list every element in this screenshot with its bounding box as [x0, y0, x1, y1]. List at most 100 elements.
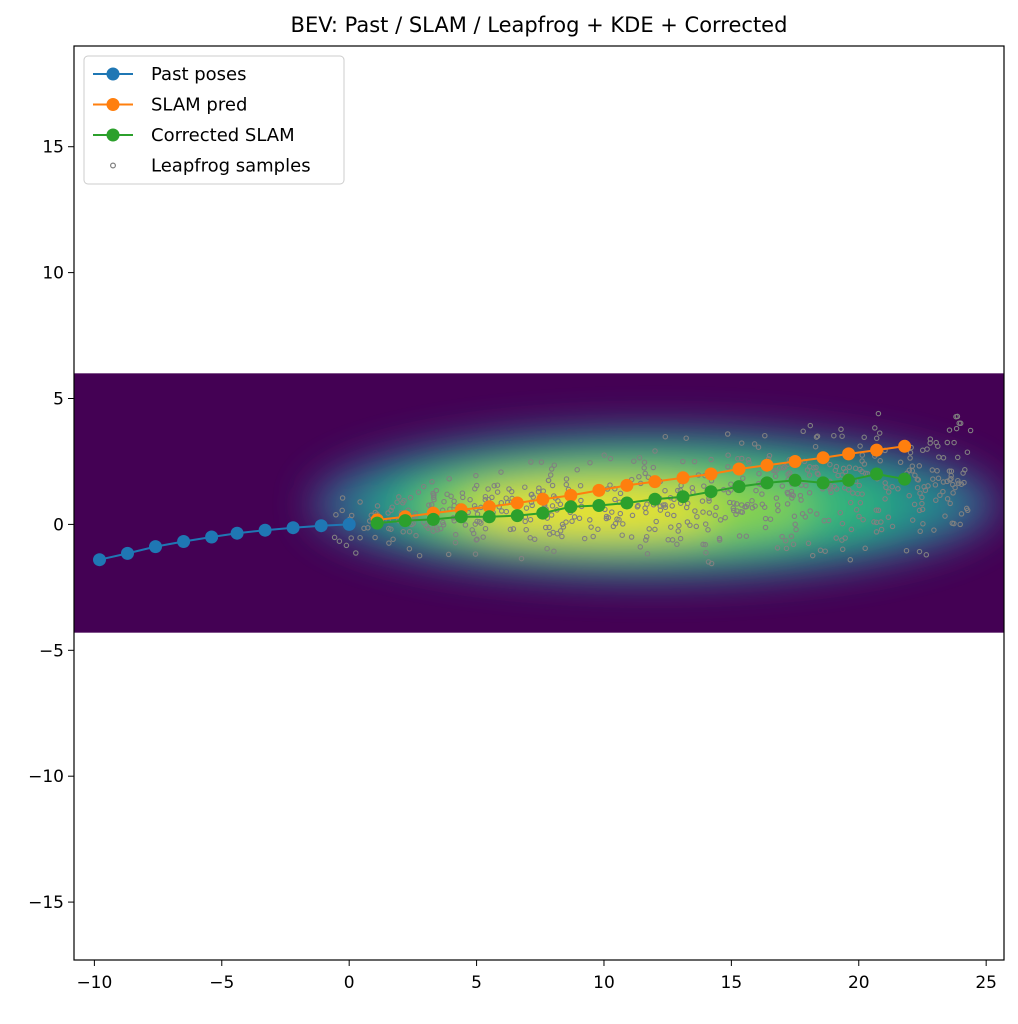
leapfrog-sample-point	[535, 489, 542, 495]
leapfrog-sample-point	[955, 480, 962, 487]
leapfrog-sample-point	[907, 449, 914, 456]
leapfrog-sample-point	[546, 531, 553, 537]
leapfrog-sample-point	[339, 495, 346, 501]
leapfrog-sample-point	[607, 455, 614, 462]
leapfrog-sample-point	[948, 468, 955, 474]
leapfrog-sample-point	[927, 436, 934, 442]
past-poses-series	[93, 517, 356, 567]
leapfrog-sample-point	[838, 426, 844, 433]
leapfrog-sample-point	[563, 481, 570, 488]
slam-pred-point	[676, 471, 690, 485]
leapfrog-sample-point	[612, 496, 618, 503]
leapfrog-sample-point	[441, 498, 447, 505]
leapfrog-sample-point	[806, 472, 813, 478]
leapfrog-sample-point	[528, 459, 534, 465]
y-axis: −15 −10 −5 0 5 10 15	[28, 138, 74, 913]
slam-pred-point	[648, 475, 662, 489]
leapfrog-sample-point	[735, 455, 741, 462]
leapfrog-sample-point	[736, 533, 743, 539]
legend-marker-swatch	[106, 98, 120, 111]
leapfrog-sample-point	[967, 427, 974, 434]
leapfrog-sample-point	[919, 494, 925, 501]
leapfrog-sample-point	[665, 537, 671, 543]
leapfrog-sample-point	[782, 537, 789, 544]
leapfrog-sample-point	[790, 541, 797, 548]
leapfrog-sample-point	[657, 507, 664, 513]
leapfrog-sample-point	[551, 548, 557, 555]
legend-marker-swatch	[109, 162, 116, 169]
leapfrog-sample-point	[802, 514, 809, 520]
corrected-slam-point	[398, 514, 412, 528]
slam-pred-point	[898, 439, 912, 453]
leapfrog-sample-point	[857, 443, 863, 449]
leapfrog-sample-point	[644, 501, 650, 507]
leapfrog-sample-point	[372, 534, 378, 541]
leapfrog-sample-point	[935, 475, 942, 482]
leapfrog-sample-point	[415, 489, 422, 495]
x-tick-label: 0	[344, 973, 355, 993]
leapfrog-sample-point	[549, 503, 556, 509]
leapfrog-sample-point	[706, 498, 712, 504]
leapfrog-sample-point	[751, 441, 758, 447]
leapfrog-sample-point	[882, 496, 888, 502]
leapfrog-sample-point	[937, 492, 943, 499]
leapfrog-sample-point	[846, 464, 853, 471]
leapfrog-sample-point	[762, 515, 769, 522]
leapfrog-sample-point	[643, 537, 649, 543]
leapfrog-sample-point	[657, 503, 663, 510]
corrected-slam-point	[620, 496, 634, 510]
slam-pred-point	[564, 488, 578, 502]
leapfrog-sample-point	[498, 508, 505, 514]
leapfrog-sample-point	[365, 525, 371, 531]
legend-label: SLAM pred	[151, 95, 247, 116]
leapfrog-sample-point	[699, 498, 706, 504]
leapfrog-sample-point	[779, 533, 785, 540]
leapfrog-sample-point	[876, 430, 883, 436]
leapfrog-sample-point	[944, 496, 951, 502]
leapfrog-sample-point	[883, 484, 889, 491]
past-poses-point	[230, 526, 244, 540]
leapfrog-sample-point	[783, 545, 790, 552]
leapfrog-sample-point	[753, 487, 759, 494]
leapfrog-sample-point	[390, 536, 396, 543]
leapfrog-sample-point	[755, 444, 762, 450]
leapfrog-sample-point	[871, 519, 877, 525]
leapfrog-sample-point	[429, 479, 435, 485]
leapfrog-sample-point	[955, 477, 961, 484]
leapfrog-sample-point	[862, 545, 868, 552]
leapfrog-sample-point	[774, 545, 781, 551]
leapfrog-sample-point	[652, 526, 658, 533]
leapfrog-sample-point	[400, 529, 406, 535]
leapfrog-sample-point	[946, 427, 953, 433]
y-tick-label: −15	[28, 893, 64, 913]
leapfrog-sample-point	[774, 502, 781, 508]
slam-pred-point	[760, 458, 774, 472]
leapfrog-sample-point	[333, 512, 339, 518]
leapfrog-sample-point	[388, 526, 394, 532]
leapfrog-sample-point	[875, 410, 882, 417]
leapfrog-sample-point	[587, 517, 593, 523]
leapfrog-sample-point	[813, 464, 819, 471]
leapfrog-sample-point	[702, 541, 709, 548]
leapfrog-sample-point	[946, 468, 953, 474]
leapfrog-sample-point	[859, 468, 865, 475]
corrected-slam-point	[426, 512, 440, 526]
leapfrog-sample-point	[833, 486, 840, 492]
leapfrog-sample-point	[574, 467, 580, 473]
leapfrog-sample-point	[662, 502, 668, 508]
past-poses-point	[121, 546, 134, 560]
leapfrog-sample-point	[708, 456, 714, 463]
leapfrog-sample-point	[662, 487, 668, 494]
leapfrog-sample-point	[957, 521, 963, 528]
corrected-slam-point	[870, 467, 884, 481]
leapfrog-sample-point	[925, 483, 931, 489]
leapfrog-sample-point	[680, 458, 686, 465]
y-tick-label: 0	[53, 515, 64, 535]
x-tick-label: −5	[209, 973, 234, 993]
leapfrog-sample-point	[859, 458, 865, 464]
leapfrog-sample-point	[523, 505, 530, 511]
leapfrog-sample-point	[788, 488, 795, 495]
leapfrog-sample-point	[917, 528, 923, 535]
past-poses-line	[99, 523, 350, 561]
leapfrog-sample-point	[933, 439, 939, 446]
